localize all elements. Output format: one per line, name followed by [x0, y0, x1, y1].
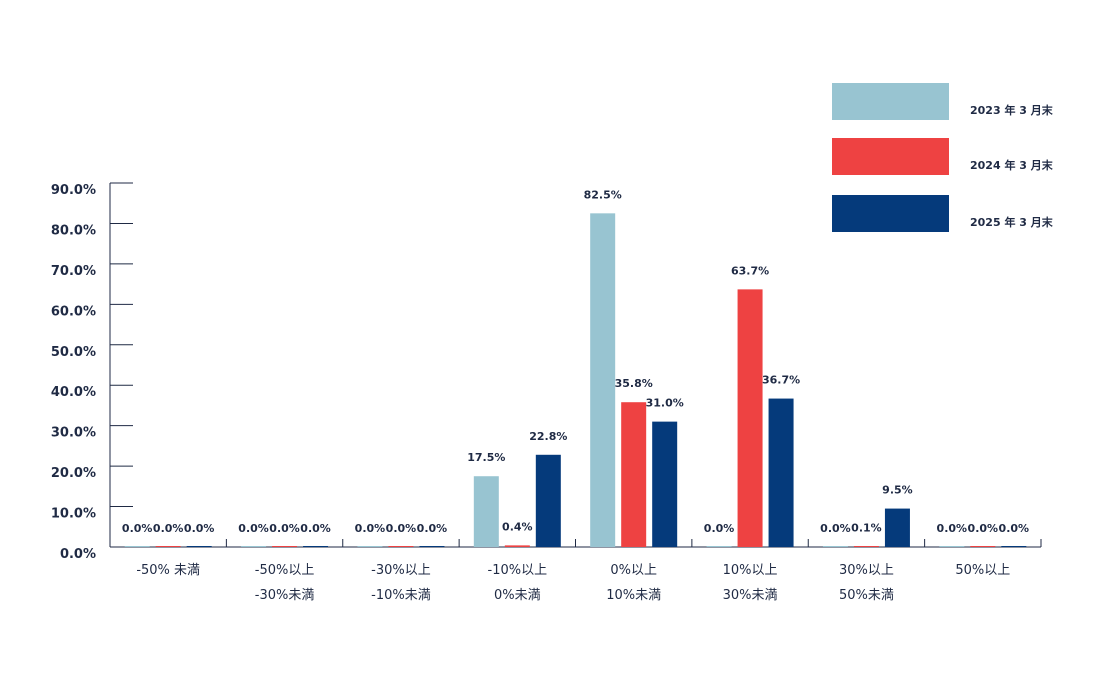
data-label: 63.7%: [731, 264, 769, 277]
x-tick-label: 30%未満: [723, 588, 778, 603]
bar: [535, 454, 561, 547]
legend-label: 2024 年 3 月末: [970, 158, 1054, 172]
bar: [652, 421, 678, 547]
data-label: 9.5%: [882, 484, 913, 497]
bar: [884, 508, 910, 547]
x-tick-label: -10%以上: [488, 563, 548, 578]
data-labels: 0.0% 0.0% 0.0%17.5%82.5%0.0% 0.0% 0.0%0.0% 0.…: [122, 188, 1029, 535]
legend-label: 2025 年 3 月末: [970, 215, 1054, 229]
x-tick-label: 30%以上: [839, 563, 894, 578]
y-tick-label: 80.0%: [51, 223, 96, 238]
bar: [241, 546, 267, 547]
data-label: 82.5%: [584, 188, 622, 201]
bar: [272, 546, 298, 547]
data-label: 0.0%: [704, 522, 735, 535]
y-tick-label: 10.0%: [51, 507, 96, 522]
legend-swatch: [832, 83, 949, 120]
data-label: 0.4%: [502, 520, 533, 533]
bar: [419, 546, 445, 547]
data-label: 35.8%: [615, 377, 653, 390]
data-label: 0.0%: [417, 522, 448, 535]
data-label: 0.1%: [851, 522, 882, 535]
data-label: 0.0%: [820, 522, 851, 535]
legend-label: 2023 年 3 月末: [970, 103, 1054, 117]
data-label: 36.7%: [762, 374, 800, 387]
bar: [1001, 546, 1027, 547]
bar: [621, 402, 647, 547]
bar: [124, 546, 150, 547]
bar: [473, 476, 499, 547]
y-tick-label: 60.0%: [51, 304, 96, 319]
data-label: 0.0%: [386, 522, 417, 535]
x-tick-label: -30%以上: [371, 563, 431, 578]
bar: [822, 546, 848, 547]
bar: [186, 546, 212, 547]
x-tick-label: 50%未満: [839, 588, 894, 603]
bar: [706, 546, 732, 547]
legend-swatch: [832, 195, 949, 232]
bar: [737, 289, 763, 547]
bar: [939, 546, 965, 547]
data-label: 17.5%: [467, 451, 505, 464]
x-tick-label: -30%未満: [255, 588, 315, 603]
x-tick-label: 10%以上: [723, 563, 778, 578]
data-label: 0.0%: [937, 522, 968, 535]
y-tick-label: 90.0%: [51, 183, 96, 198]
data-label: 0.0%: [355, 522, 386, 535]
bar: [853, 546, 879, 547]
legend-swatch: [832, 138, 949, 175]
y-tick-label: 30.0%: [51, 426, 96, 441]
bar: [388, 546, 414, 547]
data-label: 31.0%: [646, 397, 684, 410]
bar: [303, 546, 329, 547]
x-axis: -50% 未満 -50%以上 -30%未満 -30%以上 -10%未満 -10%以上 0%未…: [109, 539, 1042, 603]
bar: [768, 398, 794, 547]
y-tick-label: 40.0%: [51, 385, 96, 400]
x-tick-label: -10%未満: [371, 588, 431, 603]
bar: [504, 545, 530, 547]
data-label: 0.0%: [153, 522, 184, 535]
bars: [124, 213, 1027, 548]
data-label: 0.0%: [269, 522, 300, 535]
bar: [357, 546, 383, 547]
bar: [970, 546, 996, 547]
x-tick-label: -50%以上: [255, 563, 315, 578]
bar: [155, 546, 181, 547]
bar: [590, 213, 616, 548]
x-tick-label: 10%未満: [606, 588, 661, 603]
data-label: 0.0%: [122, 522, 153, 535]
data-label: 0.0%: [999, 522, 1030, 535]
x-tick-label: -50% 未満: [136, 563, 200, 578]
x-tick-label: 0%以上: [610, 563, 657, 578]
data-label: 0.0%: [968, 522, 999, 535]
y-tick-label: 70.0%: [51, 264, 96, 279]
data-label: 0.0%: [300, 522, 331, 535]
y-tick-label: 0.0%: [60, 547, 96, 562]
x-tick-label: 0%未満: [494, 588, 541, 603]
y-tick-label: 50.0%: [51, 345, 96, 360]
data-label: 22.8%: [529, 430, 567, 443]
y-tick-label: 20.0%: [51, 466, 96, 481]
x-tick-label: 50%以上: [955, 563, 1010, 578]
legend: 2023 年 3 月末 2024 年 3 月末 2025 年 3 月末: [832, 83, 1054, 232]
data-label: 0.0%: [184, 522, 215, 535]
y-axis: 0.0% 10.0% 20.0% 30.0% 40.0% 50.0% 60.0% 70.0% 8…: [51, 182, 133, 562]
data-label: 0.0%: [238, 522, 269, 535]
